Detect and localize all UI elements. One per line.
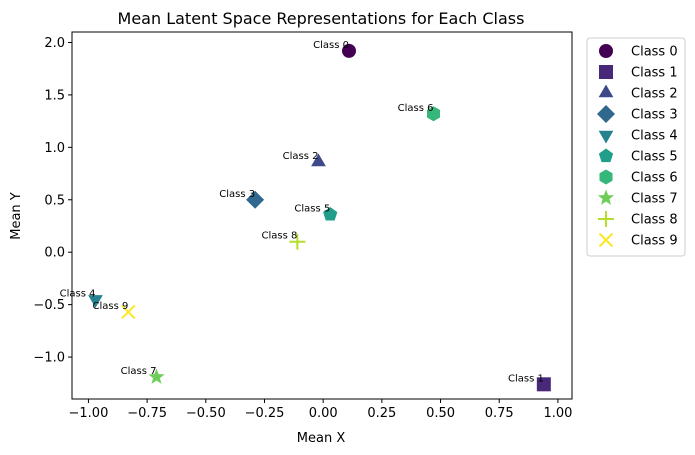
y-tick-label: 0.0 [44,246,65,261]
point-class-0 [341,43,356,58]
point-label-class-9: Class 9 [92,301,128,312]
point-class-5 [323,206,338,221]
legend-label-class-2: Class 2 [631,87,678,102]
legend-label-class-0: Class 0 [631,45,678,60]
x-tick-label: 0.00 [309,406,338,421]
point-class-8 [289,233,306,250]
plot-area: −1.00 −0.75 −0.50 −0.25 0.00 0.25 0.50 0.75 1.00… [33,36,572,421]
chart-title: Mean Latent Space Representations for Ea… [118,9,525,28]
y-tick-label: 1.5 [44,88,65,103]
point-label-class-5: Class 5 [294,203,330,214]
x-tick-label: −1.00 [69,406,109,421]
legend-marker-class-1 [599,65,613,79]
y-axis-label: Mean Y [9,192,24,240]
legend-marker-class-7 [597,189,615,205]
point-class-2 [311,153,326,167]
legend-marker-class-3 [597,105,615,123]
legend-label-class-7: Class 7 [631,192,678,207]
x-tick-label: −0.75 [127,406,167,421]
x-tick-label: 1.00 [543,406,572,421]
legend-marker-class-8 [598,211,614,227]
point-label-class-6: Class 6 [398,103,434,114]
legend-label-class-9: Class 9 [631,234,678,249]
x-axis-label: Mean X [297,431,346,446]
y-tick-label: 2.0 [44,36,65,51]
point-label-class-8: Class 8 [261,231,297,242]
y-tick-label: 1.0 [44,141,65,156]
legend-marker-class-2 [598,84,614,98]
point-class-4 [88,295,103,308]
point-label-class-0: Class 0 [313,40,349,51]
point-label-class-7: Class 7 [121,366,157,377]
legend-marker-class-6 [599,169,613,185]
plot-frame [71,31,573,400]
point-class-7 [148,368,165,384]
legend-marker-class-5 [598,148,614,163]
legend-label-class-4: Class 4 [631,129,678,144]
y-tick-label: 0.5 [44,193,65,208]
legend-label-class-1: Class 1 [631,66,678,81]
point-label-class-3: Class 3 [219,189,255,200]
legend: Class 0 Class 1 Class 2 Class 3 Class 4 Class… [586,37,686,257]
x-tick-label: −0.25 [245,406,285,421]
legend-label-class-3: Class 3 [631,108,678,123]
x-tick-label: 0.50 [426,406,455,421]
legend-marker-class-0 [599,44,613,58]
point-label-class-2: Class 2 [283,151,319,162]
point-class-9 [121,304,136,320]
point-class-3 [246,190,265,209]
legend-box [586,37,686,257]
legend-label-class-6: Class 6 [631,171,678,186]
x-tick-label: 0.25 [367,406,396,421]
point-class-6 [427,106,441,122]
legend-marker-class-4 [598,130,614,144]
legend-label-class-8: Class 8 [631,213,678,228]
x-tick-label: 0.75 [485,406,514,421]
point-class-1 [536,377,551,392]
y-tick-label: −0.5 [33,298,65,313]
point-label-class-1: Class 1 [508,373,544,384]
x-tick-label: −0.50 [186,406,226,421]
y-tick-label: −1.0 [33,351,65,366]
point-label-class-4: Class 4 [60,288,96,299]
legend-label-class-5: Class 5 [631,150,678,165]
legend-marker-class-9 [598,232,614,248]
